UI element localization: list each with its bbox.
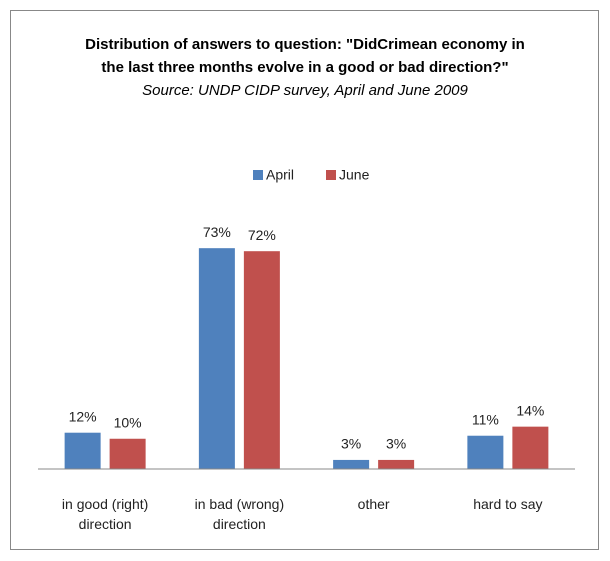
legend-label: April [266, 167, 294, 183]
bar [64, 432, 101, 469]
x-tick-label: in bad (wrong) direction [194, 496, 285, 532]
data-label: 3% [386, 436, 406, 452]
bar [378, 459, 415, 469]
data-label: 72% [248, 227, 276, 243]
data-label: 14% [516, 402, 544, 418]
x-tick-label: in good (right) direction [61, 496, 149, 532]
chart-frame [10, 10, 599, 550]
data-label: 73% [203, 224, 231, 240]
bar [333, 459, 370, 469]
bar [467, 435, 504, 469]
data-label: 3% [341, 436, 361, 452]
bar [512, 426, 549, 469]
data-label: 10% [114, 414, 142, 430]
data-label: 11% [472, 411, 499, 427]
bar [109, 438, 146, 469]
legend-label: June [339, 167, 370, 183]
bar [198, 248, 235, 469]
chart-title: Distribution of answers to question: "Di… [85, 36, 525, 76]
x-tick-label: hard to say [473, 496, 543, 512]
legend-swatch [326, 170, 336, 180]
chart-subtitle: Source: UNDP CIDP survey, April and June… [142, 82, 468, 99]
chart-title-block: Distribution of answers to question: "Di… [80, 33, 530, 102]
bar [243, 251, 280, 469]
data-label: 12% [69, 408, 97, 424]
x-tick-label: other [357, 496, 390, 512]
legend-swatch [253, 170, 263, 180]
